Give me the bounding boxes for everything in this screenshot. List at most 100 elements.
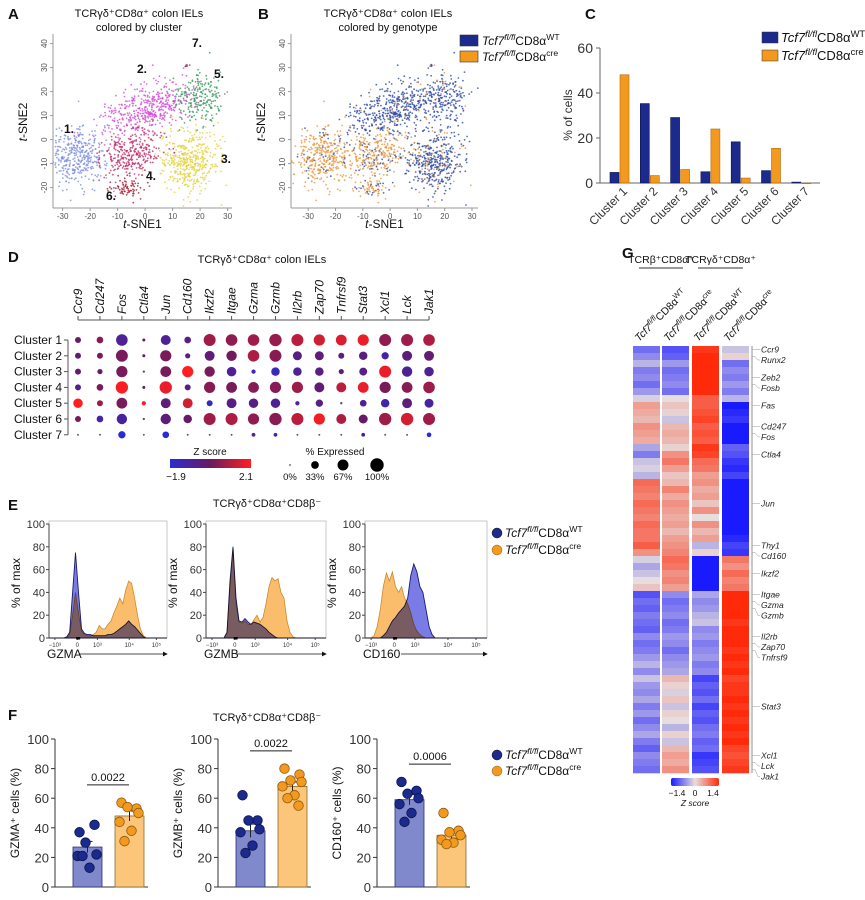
dot xyxy=(381,352,389,360)
scatter-point xyxy=(174,172,177,174)
data-point-cre xyxy=(438,807,449,819)
scatter-point xyxy=(357,166,360,168)
scatter-point xyxy=(79,132,82,134)
scatter-point xyxy=(80,176,83,179)
scatter-point xyxy=(373,137,375,140)
scatter-point xyxy=(457,100,459,102)
scatter-point xyxy=(333,139,336,142)
scatter-point xyxy=(89,166,92,169)
scatter-point xyxy=(143,189,146,191)
dot xyxy=(291,334,304,346)
genotype-gene: Tcf7 xyxy=(505,526,529,540)
scatter-point xyxy=(425,146,428,149)
scatter-point xyxy=(434,190,437,193)
dot xyxy=(423,334,435,346)
heatmap-cell xyxy=(722,584,749,592)
scatter-point xyxy=(114,111,117,114)
scatter-point xyxy=(319,171,321,174)
scatter-point xyxy=(404,131,407,134)
scatter-point xyxy=(348,144,351,146)
scatter-point xyxy=(458,153,461,156)
scatter-point xyxy=(152,134,155,137)
scatter-point xyxy=(387,159,390,162)
scatter-point xyxy=(113,120,116,123)
heatmap-cell xyxy=(633,381,660,389)
scatter-point xyxy=(409,164,412,167)
histogram-wt xyxy=(365,562,487,639)
dot xyxy=(75,384,81,391)
scatter-point xyxy=(364,143,367,146)
scatter-point xyxy=(111,119,114,122)
scatter-point xyxy=(418,166,420,169)
scatter-point xyxy=(457,77,460,79)
scatter-point xyxy=(397,102,399,105)
scatter-point xyxy=(114,148,117,151)
scatter-point xyxy=(399,123,402,126)
scatter-point xyxy=(444,164,447,167)
scatter-point xyxy=(139,165,141,167)
scatter-point xyxy=(429,65,431,68)
scatter-point xyxy=(340,148,342,150)
scatter-point xyxy=(220,159,223,162)
scatter-point xyxy=(456,165,458,168)
scatter-point xyxy=(403,150,406,152)
scatter-point xyxy=(119,158,122,161)
scatter-point xyxy=(223,93,226,95)
scatter-point xyxy=(201,136,203,139)
scatter-point xyxy=(68,150,71,152)
scatter-point xyxy=(368,91,370,94)
scatter-point xyxy=(375,135,377,138)
scatter-point xyxy=(217,107,220,110)
scatter-point xyxy=(449,74,452,77)
scatter-point xyxy=(121,191,124,193)
heatmap-cell xyxy=(633,766,660,774)
scatter-point xyxy=(300,154,303,157)
heatmap-cell xyxy=(662,766,689,774)
scatter-point xyxy=(326,150,328,152)
scatter-point xyxy=(153,133,156,135)
gene-leader-line xyxy=(752,608,760,616)
scatter-point xyxy=(395,108,398,111)
scatter-point xyxy=(362,154,365,156)
scatter-point xyxy=(381,121,384,124)
scatter-point xyxy=(125,183,127,186)
heatmap-cell xyxy=(633,703,660,711)
scatter-point xyxy=(368,152,370,154)
scatter-point xyxy=(206,145,209,148)
scatter-point xyxy=(405,134,408,137)
scatter-point xyxy=(374,150,377,153)
scatter-point xyxy=(373,100,376,102)
scatter-point xyxy=(449,115,451,117)
scatter-point xyxy=(157,155,160,157)
scatter-point xyxy=(431,116,434,118)
scatter-point xyxy=(180,117,183,119)
dot xyxy=(204,350,215,361)
scatter-point xyxy=(469,184,472,187)
scatter-point xyxy=(373,121,376,123)
dot xyxy=(402,350,413,361)
scatter-point xyxy=(84,175,87,178)
scatter-point xyxy=(341,124,343,127)
scatter-point xyxy=(424,167,427,170)
scatter-point xyxy=(386,154,388,157)
scatter-point xyxy=(383,143,386,146)
scatter-point xyxy=(343,146,346,149)
scatter-point xyxy=(199,82,202,85)
scatter-point xyxy=(380,109,383,112)
heatmap-cell xyxy=(662,556,689,564)
scatter-point xyxy=(310,167,312,170)
scatter-point xyxy=(148,130,151,133)
y-tick-label: 0 xyxy=(278,137,287,142)
heatmap-cell xyxy=(633,500,660,508)
scatter-point xyxy=(134,123,137,126)
scatter-point xyxy=(133,162,136,165)
scatter-point xyxy=(101,133,104,136)
plot-title: TCRγδ⁺CD8α⁺CD8β⁻ xyxy=(213,712,322,724)
scatter-point xyxy=(437,165,440,168)
scatter-point xyxy=(60,129,63,132)
scatter-point xyxy=(157,93,160,96)
scatter-point xyxy=(386,108,389,110)
scatter-point xyxy=(139,154,141,156)
scatter-point xyxy=(354,115,357,118)
